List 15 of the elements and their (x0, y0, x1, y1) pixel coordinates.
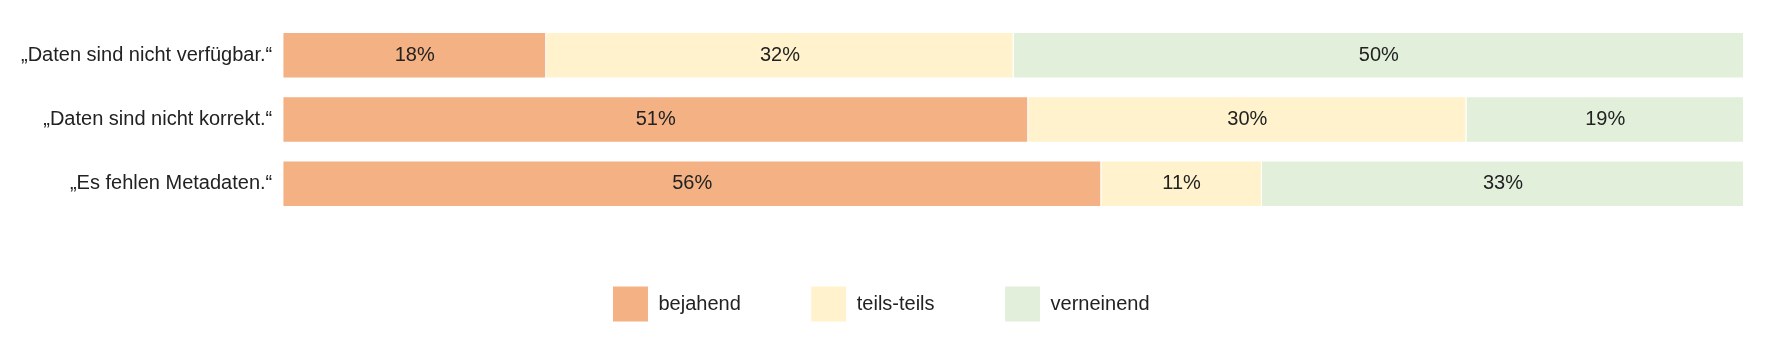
data-label: 33% (1482, 171, 1524, 194)
data-label: 19% (1585, 107, 1626, 130)
y-tick-label: „Daten sind nicht verfügbar.“ (20, 42, 273, 65)
y-tick-label: „Es fehlen Metadaten.“ (69, 171, 273, 194)
legend-label: verneinend (1050, 291, 1150, 314)
data-label: 32% (759, 42, 801, 65)
y-tick-label: „Daten sind nicht korrekt.“ (43, 107, 273, 130)
data-label: 30% (1227, 107, 1268, 130)
data-label: 51% (635, 107, 676, 130)
legend-label: teils-teils (856, 291, 935, 314)
data-label: 56% (672, 171, 713, 194)
data-label: 50% (1358, 42, 1400, 65)
data-label: 11% (1162, 171, 1202, 194)
legend-label: bejahend (658, 291, 741, 314)
data-label: 18% (394, 42, 435, 65)
